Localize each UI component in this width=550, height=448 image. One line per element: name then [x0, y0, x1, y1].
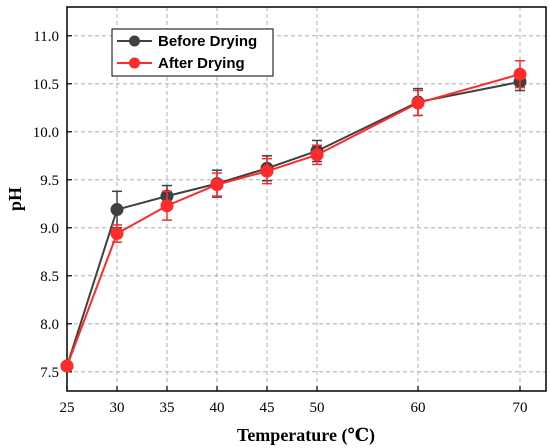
y-tick-label: 9.5 — [40, 173, 59, 189]
data-point-after-drying — [210, 178, 224, 192]
data-point-after-drying — [60, 359, 74, 373]
legend-marker-before-drying — [129, 35, 140, 47]
axis-ticks — [66, 35, 521, 391]
legend-label-before-drying: Before Drying — [158, 33, 257, 50]
x-axis-title: Temperature (℃) — [237, 425, 375, 446]
data-point-after-drying — [513, 67, 527, 81]
y-tick-label: 9.0 — [40, 221, 59, 237]
plot-frame — [66, 6, 547, 392]
data-point-after-drying — [310, 148, 324, 162]
data-point-after-drying — [411, 96, 425, 110]
x-tick-label: 25 — [60, 400, 75, 416]
series-after-drying — [60, 60, 527, 373]
y-tick-label: 8.0 — [40, 317, 59, 333]
y-tick-label: 10.5 — [33, 77, 59, 93]
series-line-after-drying — [66, 73, 521, 367]
x-tick-label: 60 — [411, 400, 426, 416]
x-tick-label: 35 — [160, 400, 175, 416]
y-tick-label: 10.0 — [33, 125, 59, 141]
data-point-after-drying — [110, 227, 124, 241]
legend: Before Drying After Drying — [111, 28, 274, 77]
x-tick-labels: 25 30 35 40 45 50 60 70 — [60, 400, 528, 416]
data-point-after-drying — [160, 199, 174, 213]
legend-label-after-drying: After Drying — [158, 55, 245, 72]
y-tick-label: 7.5 — [40, 365, 59, 381]
y-tick-labels: 7.5 8.0 8.5 9.0 9.5 10.0 10.5 11.0 — [33, 29, 59, 381]
x-tick-label: 40 — [210, 400, 225, 416]
legend-marker-after-drying — [129, 57, 140, 69]
data-point-before-drying — [110, 203, 124, 217]
x-tick-label: 45 — [260, 400, 275, 416]
y-tick-label: 8.5 — [40, 269, 59, 285]
series — [60, 60, 527, 373]
data-point-after-drying — [260, 164, 274, 178]
y-axis-title: pH — [5, 187, 25, 211]
x-tick-label: 30 — [110, 400, 125, 416]
legend-box — [111, 28, 274, 77]
x-tick-label: 50 — [310, 400, 325, 416]
y-tick-label: 11.0 — [33, 29, 59, 45]
x-tick-label: 70 — [513, 400, 528, 416]
series-line-before-drying — [66, 80, 521, 367]
series-before-drying — [60, 72, 527, 373]
